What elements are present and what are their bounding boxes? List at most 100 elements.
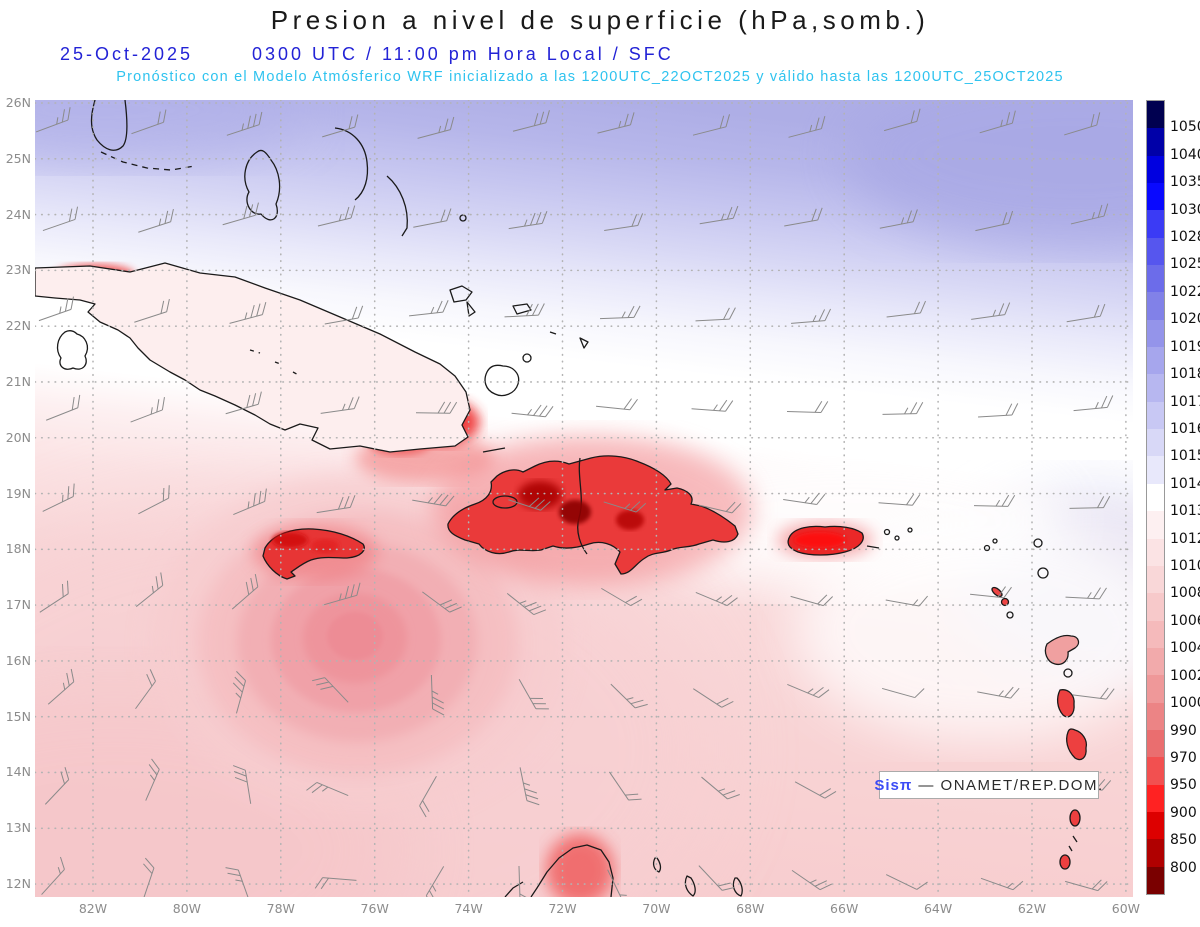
- lat-lon-grid: [35, 100, 1133, 897]
- guadeloupe-island: [1044, 634, 1080, 666]
- lat-label: 24N: [5, 206, 31, 222]
- great-inagua-island: [484, 364, 520, 397]
- lon-label: 68W: [736, 901, 765, 916]
- anguilla-island: [992, 538, 998, 544]
- colorbar-segment: [1147, 757, 1164, 785]
- lat-label: 16N: [5, 652, 31, 668]
- guajira-peninsula-coast: [530, 844, 614, 897]
- mayaguana-island: [512, 303, 532, 315]
- colorbar-segment: [1147, 183, 1164, 211]
- virgin-islands-1: [883, 528, 891, 536]
- turks-caicos-islands: [549, 331, 589, 349]
- lat-label: 25N: [5, 150, 31, 166]
- colorbar-tick-label: 1030: [1170, 201, 1200, 218]
- valid-date: 25-Oct-2025: [60, 44, 194, 64]
- virgin-islands-2: [894, 535, 900, 541]
- lon-label: 72W: [548, 901, 577, 916]
- colorbar-segment: [1147, 483, 1164, 512]
- tortuga-island: [482, 447, 506, 453]
- st-martin-island: [983, 544, 991, 552]
- lat-label: 19N: [5, 485, 31, 501]
- colorbar-segment: [1147, 128, 1164, 156]
- lon-label: 78W: [266, 901, 295, 916]
- map-canvas: [35, 100, 1133, 897]
- nevis-island: [1000, 597, 1010, 607]
- lon-label: 70W: [642, 901, 671, 916]
- grenada-island: [1059, 854, 1071, 870]
- lat-label: 21N: [5, 373, 31, 389]
- attribution-org: — ONAMET/REP.DOM.: [918, 776, 1104, 794]
- marie-galante-island: [1063, 668, 1073, 678]
- colorbar-segment: [1147, 155, 1164, 184]
- hispaniola-coastline: [447, 455, 739, 575]
- colorbar-segment: [1147, 811, 1164, 840]
- colorbar-segment: [1147, 319, 1164, 348]
- wind-barbs: [35, 107, 1115, 897]
- long-island-bahamas: [386, 175, 408, 237]
- colorbar-segment: [1147, 702, 1164, 730]
- crooked-acklins-islands: [449, 285, 476, 317]
- colorbar-segment: [1147, 429, 1164, 457]
- colorbar-tick-label: 950: [1170, 777, 1197, 794]
- lon-label: 76W: [360, 901, 389, 916]
- colorbar-segment: [1147, 374, 1164, 402]
- lon-label: 60W: [1111, 901, 1141, 916]
- san-salvador-island: [459, 214, 467, 222]
- colorbar-tick-label: 1013: [1170, 503, 1200, 520]
- barbuda-island: [1033, 538, 1043, 548]
- colorbar-tick-label: 1017: [1170, 393, 1200, 410]
- montserrat-island: [1006, 611, 1014, 619]
- lat-label: 23N: [5, 262, 31, 278]
- st-vincent-island: [1069, 809, 1081, 827]
- colorbar-tick-label: 1012: [1170, 530, 1200, 547]
- colorbar-tick-label: 1008: [1170, 585, 1200, 602]
- colorbar-segment: [1147, 401, 1164, 430]
- attribution-box: Sisπ — ONAMET/REP.DOM.: [874, 771, 1102, 799]
- colorbar-segment: [1147, 647, 1164, 676]
- lon-label: 64W: [923, 901, 953, 916]
- colorbar-tick-label: 1019: [1170, 338, 1200, 355]
- grenadines-islands: [1068, 835, 1078, 852]
- forecast-description: Pronóstico con el Modelo Atmósferico WRF…: [116, 69, 1064, 85]
- lon-label: 62W: [1017, 901, 1047, 916]
- cuba-southern-cays: [249, 349, 301, 377]
- lat-label: 18N: [5, 541, 31, 557]
- lat-label: 14N: [5, 764, 31, 780]
- lat-label: 20N: [5, 429, 31, 445]
- colorbar-segment: [1147, 237, 1164, 266]
- antigua-island: [1037, 567, 1049, 579]
- lon-label: 82W: [78, 901, 108, 916]
- lon-label: 74W: [454, 901, 483, 916]
- colorbar-tick-label: 970: [1170, 749, 1197, 766]
- colorbar-segment: [1147, 784, 1164, 812]
- vieques-island: [866, 545, 880, 549]
- bonaire-island: [732, 877, 743, 897]
- tropical-cyclone-rings: [150, 475, 566, 815]
- colorbar-segment: [1147, 292, 1164, 320]
- martinique-island: [1066, 728, 1088, 761]
- colorbar-segment: [1147, 347, 1164, 375]
- colorbar-tick-label: 1018: [1170, 366, 1200, 383]
- colorbar-segment: [1147, 620, 1164, 648]
- aruba-island: [652, 857, 662, 873]
- colorbar-segment: [1147, 675, 1164, 703]
- colorbar-tick-label: 1006: [1170, 612, 1200, 629]
- colorbar-segment: [1147, 101, 1164, 129]
- little-inagua-island: [522, 353, 532, 363]
- gonave-island: [492, 495, 518, 509]
- colorbar-tick-label: 1025: [1170, 256, 1200, 273]
- terrain-dark-cores: [272, 481, 846, 553]
- florida-coastline: [90, 100, 128, 151]
- lat-label: 17N: [5, 597, 31, 613]
- valid-time: 0300 UTC / 11:00 pm Hora Local / SFC: [252, 44, 674, 64]
- virgin-islands-3: [907, 527, 913, 533]
- lat-label: 22N: [5, 318, 31, 334]
- pressure-colorbar: [1146, 100, 1165, 895]
- colorbar-tick-label: 1000: [1170, 695, 1200, 712]
- cuba-coastline: [35, 262, 471, 453]
- colorbar-tick-label: 900: [1170, 804, 1197, 821]
- pressure-shading-map: [35, 100, 1133, 897]
- lon-label: 80W: [172, 901, 202, 916]
- colorbar-tick-label: 1050: [1170, 119, 1200, 136]
